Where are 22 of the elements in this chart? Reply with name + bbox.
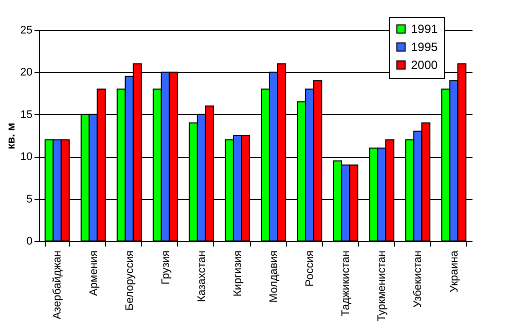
y-axis-title: кв. м: [5, 122, 18, 150]
x-tick-label: Грузия: [160, 250, 172, 284]
legend-label: 2000: [411, 58, 438, 72]
x-tick-label: Белоруссия: [124, 250, 136, 311]
x-tick-label: Казахстан: [196, 250, 208, 302]
legend-label: 1991: [411, 22, 438, 36]
x-tick-label: Узбекистан: [412, 250, 424, 308]
legend-label: 1995: [411, 40, 438, 54]
x-tick-label: Молдавия: [268, 250, 280, 303]
y-tick-label: 0: [26, 236, 32, 248]
x-tick-label: Туркменистан: [376, 250, 388, 322]
y-tick-label: 20: [20, 66, 32, 79]
y-tick-label: 10: [20, 151, 32, 164]
y-tick-label: 25: [20, 24, 32, 36]
x-tick-label: Азербайджан: [52, 250, 64, 320]
x-tick-label: Киргизия: [232, 250, 244, 296]
x-tick-label: Таджикистан: [340, 250, 352, 316]
x-tick-label: Армения: [88, 250, 100, 296]
x-tick-label: Россия: [304, 250, 316, 287]
x-tick-label: Украина: [448, 250, 460, 292]
y-tick-label: 5: [26, 193, 32, 206]
y-tick-label: 15: [20, 108, 32, 121]
